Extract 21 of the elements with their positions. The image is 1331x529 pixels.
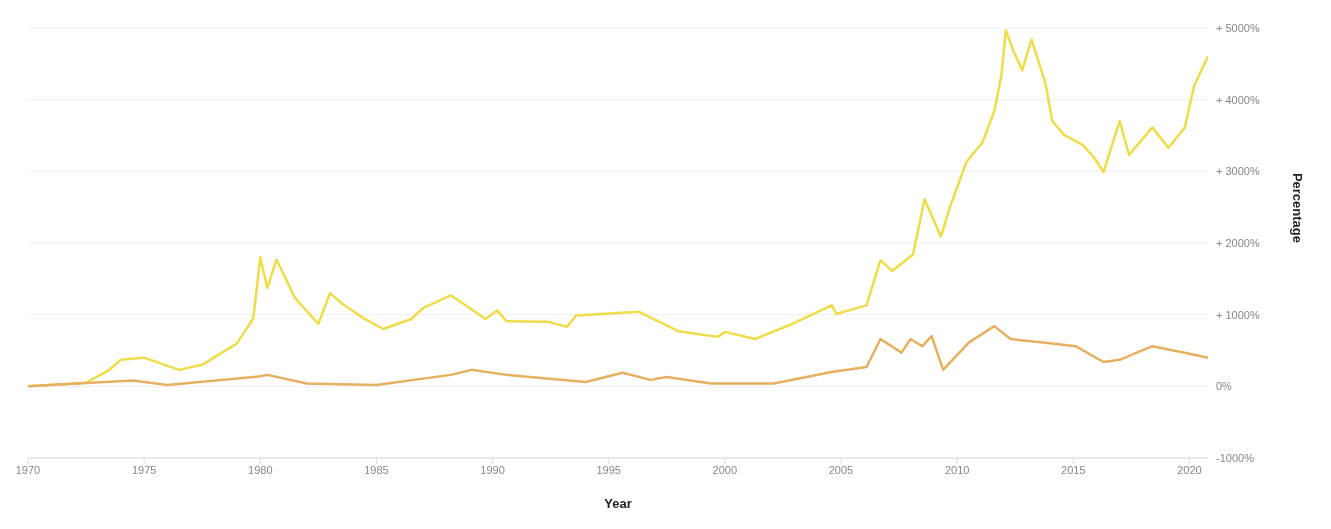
y-tick-label: + 5000%	[1216, 21, 1260, 34]
x-tick-label: 1995	[596, 463, 621, 476]
x-tick-label: 1990	[480, 463, 505, 476]
y-tick-label: + 2000%	[1216, 236, 1260, 249]
x-tick-label: 2005	[828, 463, 854, 476]
y-tick-label: 0%	[1216, 380, 1233, 393]
y-axis-title: Percentage	[1290, 172, 1306, 243]
x-tick-label: 2010	[944, 463, 970, 476]
x-tick-label: 1975	[131, 463, 157, 476]
x-tick-label: 1970	[15, 463, 41, 476]
x-tick-label: 1985	[364, 463, 389, 476]
x-tick-label: 2000	[712, 463, 738, 476]
y-tick-label: -1000%	[1216, 451, 1255, 464]
line-series	[28, 324, 1208, 388]
x-tick-label: 2015	[1061, 463, 1086, 476]
x-axis-title: Year	[604, 496, 632, 511]
y-tick-label: + 4000%	[1216, 93, 1260, 106]
x-tick-label: 1980	[248, 463, 273, 476]
y-tick-label: + 1000%	[1216, 308, 1260, 321]
x-tick-label: 2020	[1177, 463, 1202, 476]
y-tick-label: + 3000%	[1216, 165, 1260, 178]
